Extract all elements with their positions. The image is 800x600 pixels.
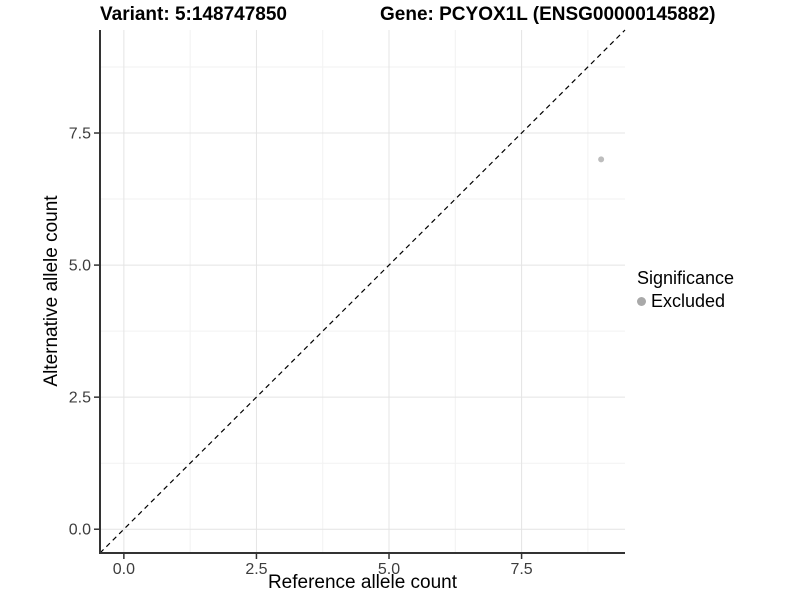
y-tick-label: 0.0 — [69, 522, 91, 539]
legend-point-icon — [637, 297, 646, 306]
x-axis-title: Reference allele count — [267, 572, 458, 593]
legend-item-label: Excluded — [651, 291, 726, 311]
identity-line — [99, 29, 626, 554]
x-tick-label: 7.5 — [510, 561, 532, 578]
y-tick-label: 7.5 — [69, 126, 91, 143]
gene-title: Gene: PCYOX1L (ENSG00000145882) — [380, 4, 716, 25]
x-tick-label: 0.0 — [113, 561, 135, 578]
variant-title: Variant: 5:148747850 — [100, 4, 287, 25]
legend: Significance Excluded — [637, 268, 734, 312]
y-axis-title: Alternative allele count — [41, 195, 62, 387]
x-tick-label: 2.5 — [245, 561, 267, 578]
y-tick-label: 2.5 — [69, 390, 91, 407]
legend-title: Significance — [637, 268, 735, 288]
x-tick-label: 5.0 — [378, 561, 400, 578]
data-point — [598, 156, 605, 163]
y-tick-label: 5.0 — [69, 258, 91, 275]
legend-item-excluded: Excluded — [637, 291, 734, 312]
